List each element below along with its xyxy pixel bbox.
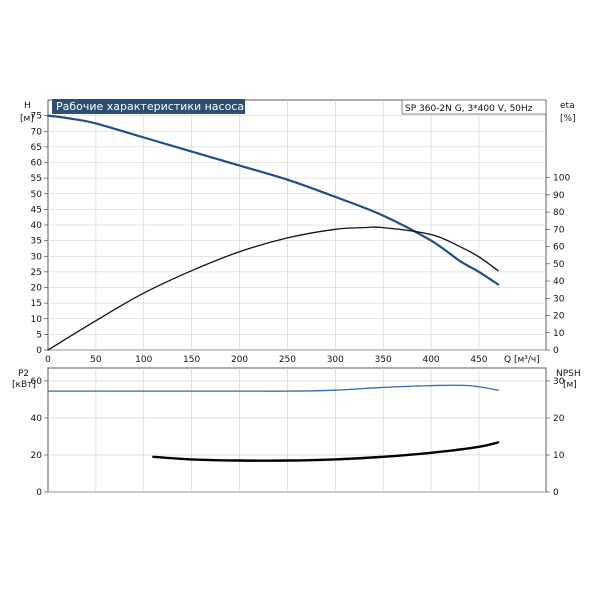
title-background	[52, 99, 245, 114]
left-tick-label: 15	[31, 299, 42, 309]
top-curves	[46, 114, 500, 351]
right-tick-label: 70	[553, 225, 565, 235]
top-left-axis-unit: [м]	[20, 114, 34, 124]
left-tick-label: 60	[31, 159, 43, 169]
left-tick-label: 20	[31, 284, 43, 294]
bottom-curves	[47, 384, 500, 462]
power-curve	[47, 384, 499, 392]
right-tick-label: 0	[553, 488, 559, 498]
left-tick-label: 40	[31, 221, 43, 231]
right-tick-label: 30	[553, 294, 565, 304]
x-tick-label: 100	[135, 355, 152, 365]
left-tick-label: 75	[31, 112, 42, 122]
chart-title: Рабочие характеристики насоса	[56, 100, 244, 113]
left-tick-label: 5	[36, 330, 42, 340]
x-tick-label: 250	[279, 355, 296, 365]
x-tick-label: 450	[470, 355, 487, 365]
head-curve	[46, 114, 500, 286]
x-tick-label: 50	[90, 355, 102, 365]
right-tick-label: 20	[553, 312, 565, 322]
right-tick-label: 80	[553, 208, 565, 218]
bottom-right-axis-unit: [м]	[563, 380, 577, 390]
right-tick-label: 30	[553, 377, 565, 387]
right-tick-label: 10	[553, 451, 565, 461]
x-tick-label: 200	[231, 355, 248, 365]
left-tick-label: 0	[36, 346, 42, 356]
top-left-axis-label: H	[24, 101, 31, 111]
bottom-left-axis-label: P2	[18, 369, 29, 379]
left-tick-label: 60	[31, 377, 43, 387]
right-tick-label: 100	[553, 174, 570, 184]
plot-frame	[47, 367, 547, 493]
right-tick-label: 20	[553, 414, 565, 424]
right-tick-label: 50	[553, 260, 565, 270]
left-tick-label: 25	[31, 268, 42, 278]
right-tick-label: 0	[553, 346, 559, 356]
x-tick-label: 0	[45, 355, 51, 365]
x-tick-label: 300	[327, 355, 344, 365]
top-grid: 0 50 100 150 200 250 300 350 400 4500510152025303…	[31, 99, 570, 365]
efficiency-curve	[47, 226, 499, 351]
left-tick-label: 40	[31, 414, 43, 424]
x-tick-label: 150	[183, 355, 200, 365]
left-tick-label: 10	[31, 315, 43, 325]
left-tick-label: 70	[31, 127, 43, 137]
x-axis-label: Q [м³/ч]	[504, 355, 540, 365]
x-tick-label: 400	[422, 355, 439, 365]
left-tick-label: 45	[31, 205, 42, 215]
npsh-curve	[152, 441, 500, 462]
left-tick-label: 50	[31, 190, 43, 200]
left-tick-label: 55	[31, 174, 42, 184]
top-right-axis-unit: [%]	[560, 114, 576, 124]
left-tick-label: 35	[31, 237, 42, 247]
bottom-left-axis-unit: [кВт]	[12, 380, 36, 390]
right-tick-label: 40	[553, 277, 565, 287]
x-tick-label: 350	[375, 355, 392, 365]
left-tick-label: 20	[31, 451, 43, 461]
top-right-axis-label: eta	[560, 101, 575, 111]
bottom-grid: 0 20 40 60 0 10 20 30	[31, 367, 565, 498]
right-tick-label: 10	[553, 329, 565, 339]
bottom-right-axis-label: NPSH	[556, 369, 581, 379]
left-tick-label: 30	[31, 252, 43, 262]
left-tick-label: 65	[31, 143, 42, 153]
model-label: SP 360-2N G, 3*400 V, 50Hz	[405, 104, 533, 114]
right-tick-label: 90	[553, 191, 565, 201]
model-box	[401, 99, 547, 115]
right-tick-label: 60	[553, 243, 565, 253]
left-tick-label: 0	[36, 488, 42, 498]
